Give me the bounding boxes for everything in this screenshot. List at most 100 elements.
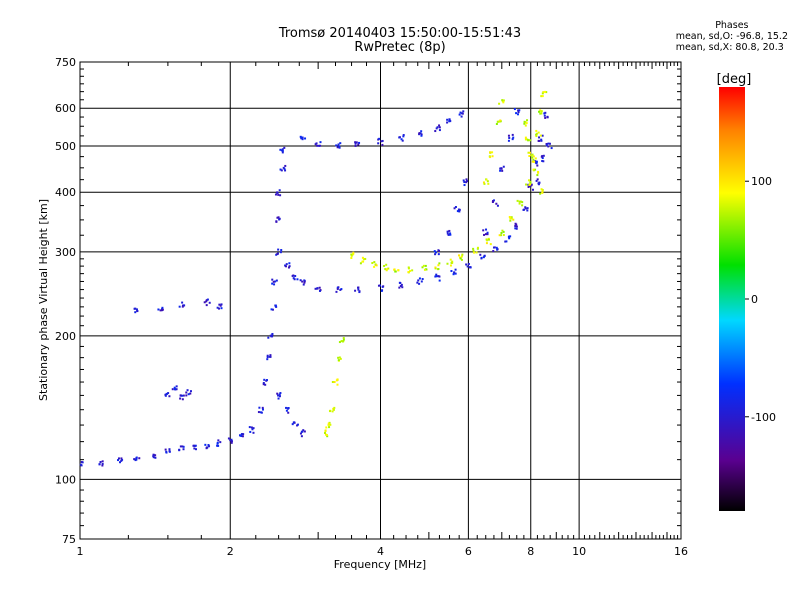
- data-point: [193, 444, 196, 447]
- data-point: [448, 120, 451, 123]
- data-point: [266, 358, 269, 361]
- data-point: [460, 255, 463, 258]
- data-point: [509, 217, 512, 220]
- data-point: [303, 280, 306, 283]
- data-point: [327, 423, 330, 426]
- data-point: [275, 253, 278, 256]
- data-point: [538, 136, 541, 139]
- data-point: [545, 91, 548, 94]
- data-point: [208, 301, 211, 304]
- data-point: [518, 200, 521, 203]
- data-point: [323, 432, 326, 435]
- data-point: [206, 298, 209, 301]
- data-point: [453, 271, 456, 274]
- data-point: [519, 200, 522, 203]
- data-point: [266, 354, 269, 357]
- data-point: [318, 289, 321, 292]
- data-point: [507, 139, 510, 142]
- data-point: [511, 138, 514, 141]
- data-point: [498, 120, 501, 123]
- data-point: [337, 143, 340, 146]
- data-point: [338, 146, 341, 149]
- data-point: [251, 428, 254, 431]
- data-point: [168, 395, 171, 398]
- data-point: [80, 460, 83, 463]
- data-point: [480, 256, 483, 259]
- data-point: [502, 101, 505, 104]
- data-point: [216, 306, 219, 309]
- data-point: [182, 304, 185, 307]
- data-point: [357, 286, 360, 289]
- data-point: [529, 139, 532, 142]
- data-point: [387, 267, 390, 270]
- data-point: [461, 253, 464, 256]
- data-point: [434, 130, 437, 133]
- data-point: [285, 406, 288, 409]
- data-point: [418, 133, 421, 136]
- data-point: [485, 228, 488, 231]
- data-point: [173, 386, 176, 389]
- data-point: [533, 160, 536, 163]
- data-point: [438, 262, 441, 265]
- data-point: [292, 277, 295, 280]
- data-point: [401, 139, 404, 142]
- data-point: [449, 120, 452, 123]
- data-point: [271, 308, 274, 311]
- data-point: [465, 181, 468, 184]
- data-point: [293, 421, 296, 424]
- data-point: [304, 137, 307, 140]
- data-point: [399, 285, 402, 288]
- data-point: [529, 182, 532, 185]
- data-point: [270, 308, 273, 311]
- data-point: [527, 139, 530, 142]
- data-point: [449, 264, 452, 267]
- data-point: [117, 457, 120, 460]
- data-point: [512, 136, 515, 139]
- data-point: [479, 253, 482, 256]
- data-point: [545, 144, 548, 147]
- data-point: [135, 308, 138, 311]
- data-point: [283, 146, 286, 149]
- data-point: [187, 393, 190, 396]
- data-point: [492, 250, 495, 253]
- data-point: [248, 426, 251, 429]
- data-point: [339, 357, 342, 360]
- data-point: [252, 431, 255, 434]
- data-point: [300, 430, 303, 433]
- data-point: [499, 234, 502, 237]
- data-point: [230, 441, 233, 444]
- data-point: [352, 251, 355, 254]
- data-point: [447, 233, 450, 236]
- data-point: [422, 264, 425, 267]
- data-point: [502, 230, 505, 233]
- data-point: [277, 248, 280, 251]
- data-point: [371, 262, 374, 265]
- data-point: [514, 227, 517, 230]
- data-point: [218, 303, 221, 306]
- data-point: [453, 207, 456, 210]
- phase-stats-title: Phases: [715, 20, 749, 31]
- data-point: [336, 286, 339, 289]
- data-point: [550, 147, 553, 150]
- data-point: [547, 142, 550, 145]
- data-point: [393, 268, 396, 271]
- data-point: [450, 261, 453, 264]
- data-point: [318, 286, 321, 289]
- data-point: [316, 287, 319, 290]
- data-point: [510, 216, 513, 219]
- data-point: [459, 111, 462, 114]
- data-point: [523, 208, 526, 211]
- data-point: [483, 182, 486, 185]
- data-point: [449, 233, 452, 236]
- data-point: [119, 461, 122, 464]
- data-point: [541, 134, 544, 137]
- data-point: [523, 122, 526, 125]
- data-point: [409, 269, 412, 272]
- data-point: [217, 444, 220, 447]
- data-point: [258, 406, 261, 409]
- data-point: [541, 159, 544, 162]
- data-point: [525, 122, 528, 125]
- data-point: [544, 116, 547, 119]
- data-point: [384, 268, 387, 271]
- data-point: [454, 268, 457, 271]
